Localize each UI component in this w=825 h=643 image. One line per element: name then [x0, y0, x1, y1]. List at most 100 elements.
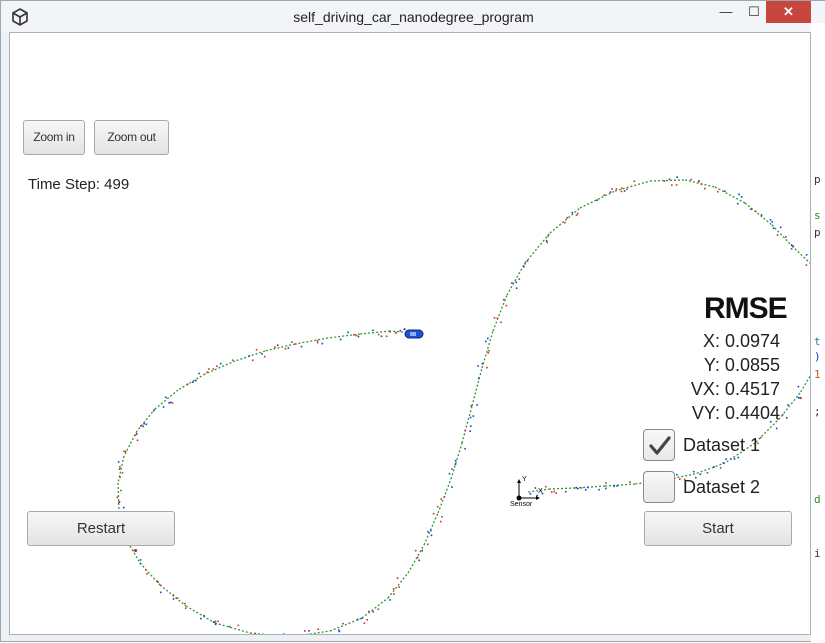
dataset-2-label[interactable]: Dataset 2	[683, 477, 761, 497]
measurement-point	[675, 184, 678, 186]
track-segment	[649, 179, 686, 182]
measurement-point	[464, 429, 466, 432]
measurement-point	[518, 278, 521, 280]
measurement-point	[545, 485, 547, 488]
measurement-point	[338, 630, 341, 633]
measurement-point	[317, 628, 319, 630]
title-bar[interactable]: self_driving_car_nanodegree_program — ☐ …	[1, 1, 825, 33]
measurement-point	[760, 214, 763, 216]
measurement-point	[119, 465, 121, 468]
measurement-point	[145, 569, 147, 571]
measurement-point	[427, 530, 429, 533]
measurement-point	[730, 458, 732, 460]
measurement-point	[603, 194, 605, 196]
measurement-point	[216, 365, 218, 367]
measurement-point	[464, 447, 466, 450]
measurement-point	[526, 260, 529, 262]
measurement-point	[790, 244, 793, 246]
dataset-1-checkbox[interactable]	[643, 429, 675, 461]
sensor-origin-marker: Y X Sensor	[510, 476, 546, 509]
track-segment	[214, 622, 251, 634]
edge-glyph: 1	[814, 368, 821, 381]
measurement-point	[212, 621, 215, 623]
checkmark-icon	[649, 436, 671, 455]
measurement-point	[676, 473, 678, 476]
measurement-point	[282, 633, 285, 634]
track-segment	[264, 343, 296, 352]
measurement-point	[451, 468, 453, 470]
measurement-point	[203, 614, 205, 617]
dataset-1-label[interactable]: Dataset 1	[683, 435, 761, 455]
measurement-point	[524, 263, 526, 265]
measurement-point	[797, 397, 800, 399]
measurement-point	[693, 470, 695, 473]
measurement-point	[304, 630, 306, 632]
measurement-point	[214, 623, 217, 626]
measurement-point	[800, 397, 802, 400]
measurement-point	[186, 383, 189, 385]
measurement-point	[598, 488, 600, 491]
maximize-button[interactable]: ☐	[748, 4, 760, 19]
zoom-in-button[interactable]: Zoom in	[23, 120, 85, 155]
track-segment	[361, 597, 389, 619]
measurement-point	[276, 344, 279, 346]
measurement-point	[156, 580, 158, 582]
measurement-point	[609, 191, 612, 193]
measurement-point	[486, 366, 488, 369]
track-segment	[694, 462, 726, 475]
edge-glyph: i	[814, 547, 821, 560]
measurement-point	[231, 359, 234, 361]
measurement-point	[121, 471, 124, 474]
track-segment	[117, 455, 125, 484]
measurement-point	[515, 287, 518, 289]
measurement-point	[805, 264, 808, 266]
rmse-title: RMSE	[704, 292, 788, 325]
measurement-point	[615, 188, 618, 190]
window-title: self_driving_car_nanodegree_program	[293, 9, 534, 25]
measurement-point	[790, 248, 793, 250]
measurement-point	[571, 211, 574, 214]
dataset-2-checkbox[interactable]	[643, 471, 675, 503]
measurement-point	[787, 404, 789, 406]
unity-logo-icon	[12, 8, 28, 26]
track-segment	[117, 482, 120, 512]
measurement-point	[168, 402, 170, 404]
measurement-point	[575, 486, 578, 489]
measurement-point	[786, 417, 788, 419]
measurement-point	[237, 624, 240, 627]
edge-glyph: p	[814, 226, 821, 239]
measurement-point	[472, 415, 475, 417]
measurement-point	[396, 577, 399, 579]
edge-glyph: p	[814, 173, 821, 186]
measurement-point	[135, 550, 137, 552]
measurement-point	[145, 423, 148, 426]
measurement-point	[523, 265, 525, 268]
track-segment	[423, 512, 439, 546]
measurement-point	[133, 549, 136, 552]
measurement-point	[124, 450, 127, 453]
measurement-point	[134, 549, 136, 551]
start-button[interactable]: Start	[644, 511, 792, 546]
measurement-point	[432, 512, 435, 515]
zoom-out-button[interactable]: Zoom out	[94, 120, 169, 155]
track-segment	[387, 572, 409, 599]
simulator-viewport[interactable]: Zoom in Zoom out Time Step: 499 RMSE X: …	[9, 32, 811, 635]
measurement-point	[769, 219, 772, 221]
close-button[interactable]: ✕	[766, 1, 811, 23]
measurement-point	[481, 362, 484, 365]
measurement-point	[750, 208, 752, 211]
measurement-point	[395, 332, 397, 334]
measurement-point	[477, 377, 480, 380]
measurement-point	[792, 245, 795, 248]
restart-button[interactable]: Restart	[27, 511, 175, 546]
track-segment	[471, 367, 483, 407]
measurement-point	[697, 180, 700, 183]
measurement-point	[690, 178, 692, 181]
minimize-button[interactable]: —	[719, 4, 733, 19]
measurement-point	[372, 329, 374, 332]
measurement-point	[162, 406, 165, 408]
measurement-point	[254, 632, 256, 634]
measurement-point	[476, 404, 478, 406]
measurement-point	[443, 496, 446, 498]
